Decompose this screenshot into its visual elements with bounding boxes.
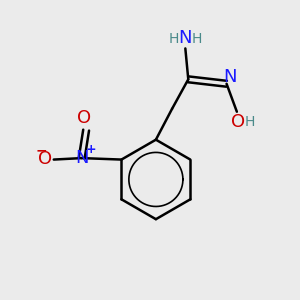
Text: −: − (36, 144, 47, 158)
Text: O: O (77, 109, 91, 127)
Text: H: H (169, 32, 179, 46)
Text: N: N (223, 68, 237, 86)
Text: H: H (245, 115, 255, 129)
Text: N: N (76, 148, 89, 166)
Text: O: O (231, 113, 245, 131)
Text: H: H (191, 32, 202, 46)
Text: N: N (178, 29, 192, 47)
Text: O: O (38, 150, 52, 168)
Text: +: + (85, 143, 96, 156)
